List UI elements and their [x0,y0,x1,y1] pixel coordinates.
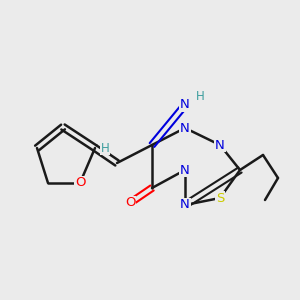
Text: N: N [180,199,190,212]
Text: H: H [196,91,204,103]
Text: N: N [215,139,225,152]
Text: H: H [100,142,109,154]
Text: N: N [180,164,190,176]
Text: S: S [216,191,224,205]
Text: O: O [75,176,85,190]
Text: O: O [125,196,135,209]
Text: N: N [180,122,190,134]
Text: N: N [180,98,190,112]
